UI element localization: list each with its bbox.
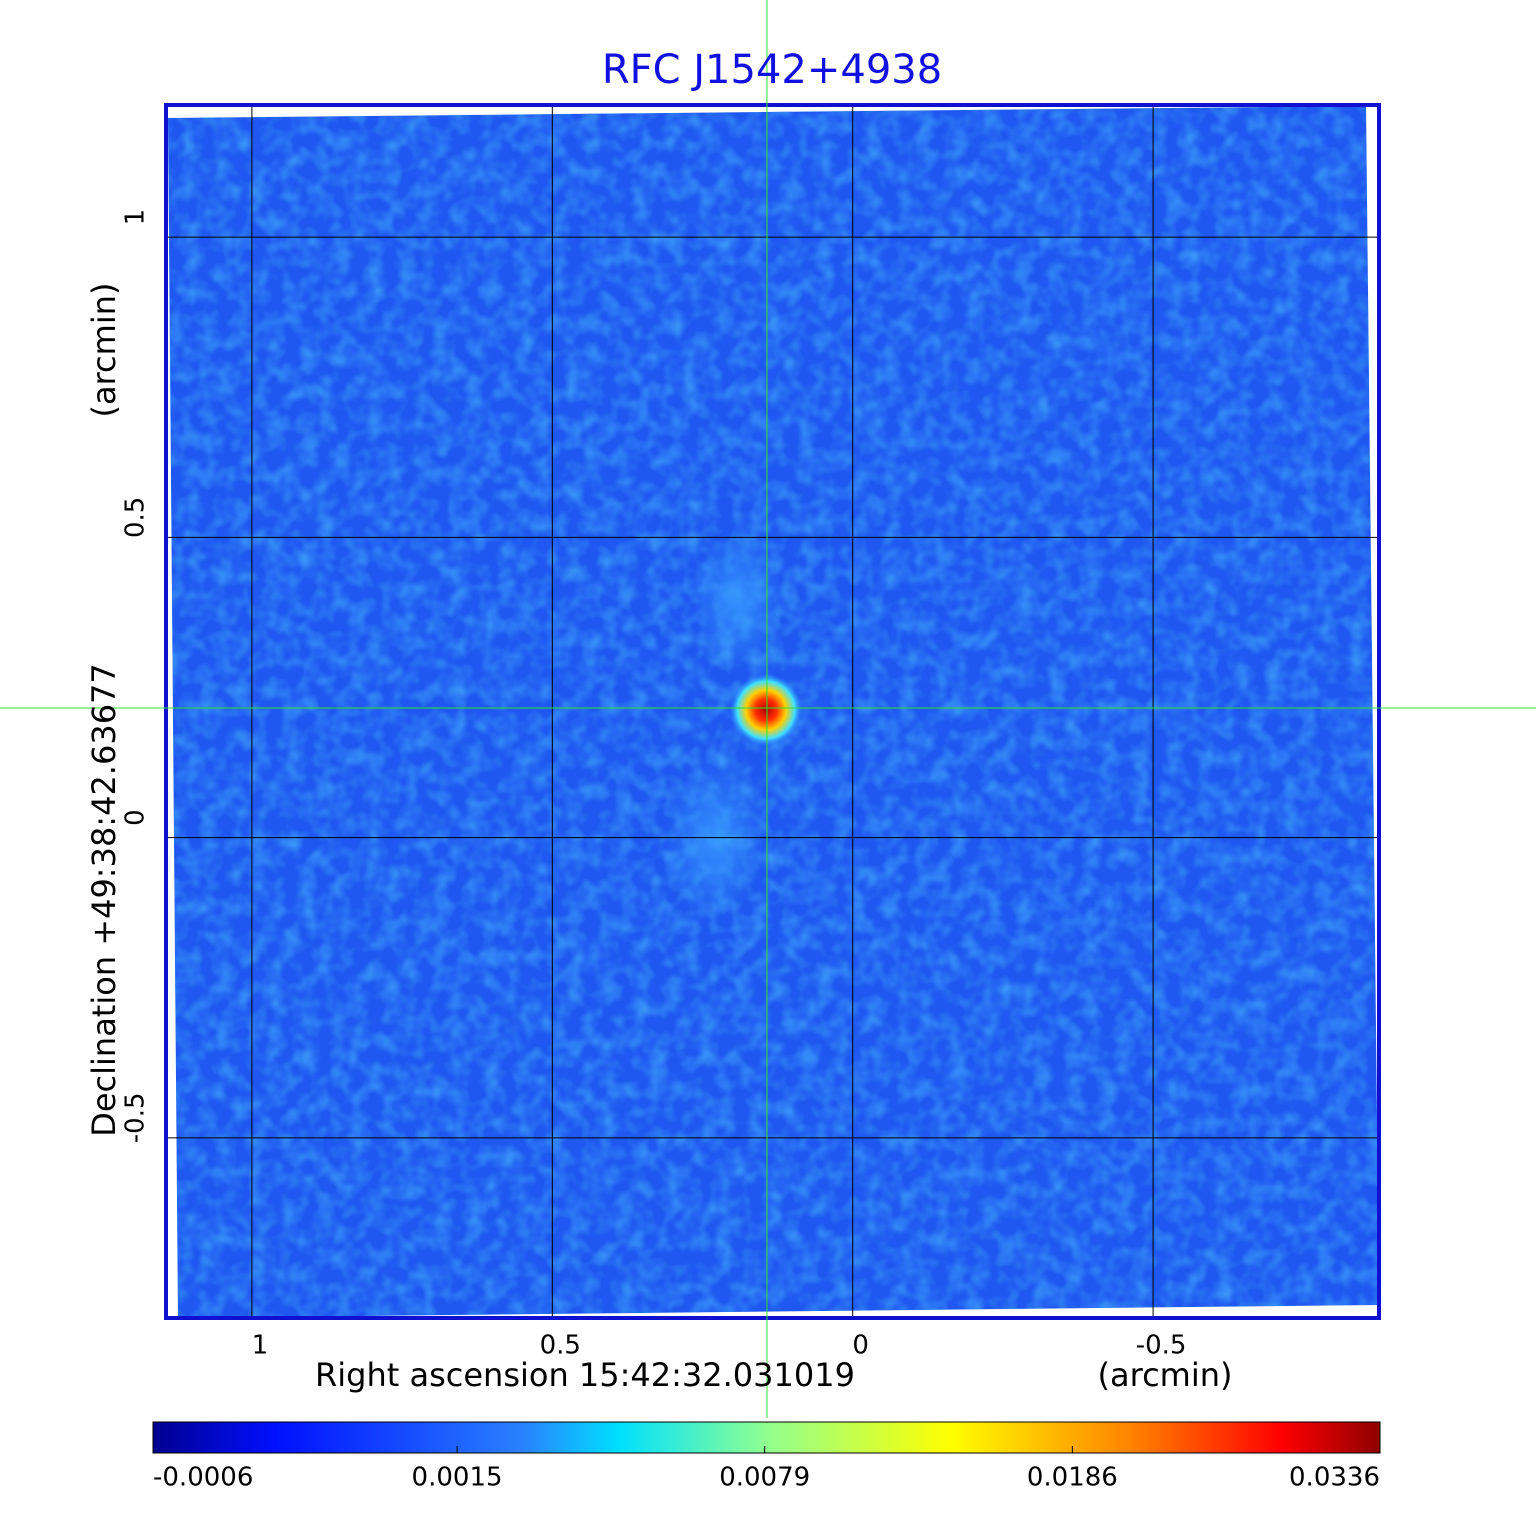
- x-axis-label: Right ascension 15:42:32.031019: [315, 1356, 855, 1394]
- x-tick-label: -0.5: [1136, 1331, 1187, 1361]
- colorbar-tick-label: 0.0079: [719, 1463, 810, 1493]
- x-axis-unit: (arcmin): [1098, 1356, 1233, 1394]
- x-tick-label: 1: [252, 1331, 269, 1361]
- source-lobe: [693, 530, 783, 670]
- chart-title: RFC J1542+4938: [602, 47, 942, 93]
- colorbar-tick-label: 0.0015: [412, 1463, 503, 1493]
- y-tick-label: 0: [121, 809, 151, 826]
- colorbar-tick-label: -0.0006: [153, 1463, 253, 1493]
- y-axis-unit: (arcmin): [85, 283, 123, 418]
- y-tick-label: 0.5: [121, 497, 151, 538]
- colorbar-tick-label: 0.0186: [1027, 1463, 1118, 1493]
- colorbar-tick-label: 0.0336: [1289, 1463, 1380, 1493]
- colorbar: [152, 1421, 1381, 1454]
- y-axis-label: Declination +49:38:42.63677: [85, 663, 123, 1137]
- y-tick-label: 1: [121, 209, 151, 226]
- y-tick-label: -0.5: [121, 1092, 151, 1143]
- source: [730, 674, 802, 746]
- x-tick-label: 0.5: [540, 1331, 581, 1361]
- x-tick-label: 0: [852, 1331, 869, 1361]
- source-lobe: [665, 760, 765, 920]
- frame: [164, 103, 1381, 1320]
- grid: [166, 105, 1379, 1318]
